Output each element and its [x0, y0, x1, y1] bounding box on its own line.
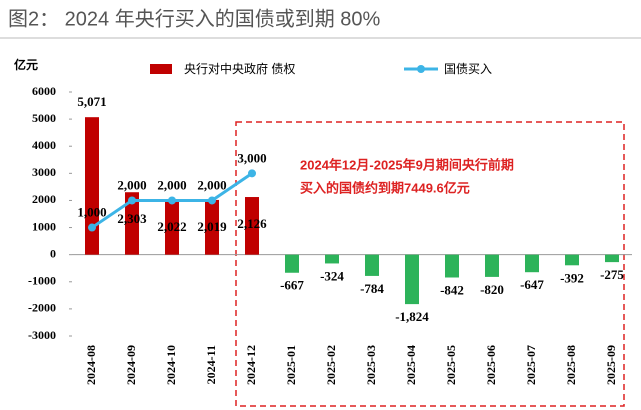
x-tick-label: 2024-11 — [204, 345, 218, 384]
line-point — [128, 196, 136, 205]
legend-label: 央行对中央政府 债权 — [184, 61, 295, 76]
bar — [565, 254, 579, 266]
annotation: 买入的国债约到期7449.6亿元 — [300, 180, 470, 195]
data-label: 2,019 — [197, 219, 227, 234]
y-tick-label: 2000 — [32, 192, 56, 206]
y-tick-label: 4000 — [32, 138, 56, 152]
chart-title: 图2： 2024 年央行买入的国债或到期 80% — [8, 7, 381, 30]
y-axis-label: 亿元 — [14, 57, 38, 72]
legend-swatch — [150, 64, 172, 74]
x-tick-label: 2025-03 — [364, 345, 378, 385]
data-label: 2,022 — [157, 219, 186, 234]
legend-label: 国债买入 — [444, 62, 492, 76]
data-label: -842 — [440, 282, 464, 297]
x-tick-label: 2025-04 — [404, 345, 418, 385]
line-point — [248, 169, 256, 178]
y-tick-label: 1000 — [32, 219, 56, 233]
x-tick-label: 2025-05 — [444, 345, 458, 385]
y-tick-label: -3000 — [28, 328, 56, 342]
bar — [85, 117, 99, 255]
bar — [405, 254, 419, 305]
x-tick-label: 2024-10 — [164, 345, 178, 385]
data-label: 3,000 — [237, 150, 266, 165]
data-label: 1,000 — [77, 205, 106, 220]
data-label: 2,303 — [117, 211, 147, 226]
data-label: -1,824 — [395, 309, 429, 324]
x-tick-label: 2025-08 — [564, 345, 578, 385]
legend-swatch — [417, 65, 425, 73]
bar — [365, 254, 379, 276]
bar — [205, 199, 219, 255]
data-label: -647 — [520, 277, 544, 292]
y-tick-label: 3000 — [32, 165, 56, 179]
bar — [165, 199, 179, 255]
y-tick-label: 0 — [50, 246, 56, 260]
bar — [525, 254, 539, 273]
data-label: -324 — [320, 268, 344, 283]
y-tick-label: -1000 — [28, 274, 56, 288]
line-point — [208, 196, 216, 205]
data-label: 2,126 — [237, 216, 267, 231]
bar — [605, 254, 619, 263]
x-tick-label: 2025-01 — [284, 345, 298, 385]
line-point — [168, 196, 176, 205]
x-tick-label: 2025-09 — [604, 345, 618, 385]
bar — [445, 254, 459, 278]
annotation: 2024年12月-2025年9月期间央行前期 — [300, 157, 514, 172]
x-tick-label: 2025-07 — [524, 345, 538, 385]
bar — [325, 254, 339, 264]
x-tick-label: 2025-06 — [484, 345, 498, 385]
data-label: -275 — [600, 267, 624, 282]
bar — [485, 254, 499, 277]
data-label: -784 — [360, 281, 384, 296]
bar — [125, 192, 139, 255]
x-tick-label: 2024-08 — [84, 345, 98, 385]
data-label: 2,000 — [117, 177, 146, 192]
data-label: -392 — [560, 270, 584, 285]
y-tick-label: -2000 — [28, 301, 56, 315]
data-label: 2,000 — [197, 177, 226, 192]
y-tick-label: 6000 — [32, 84, 56, 98]
line-point — [88, 223, 96, 232]
y-tick-label: 5000 — [32, 111, 56, 125]
bar — [285, 254, 299, 273]
data-label: -667 — [280, 278, 304, 293]
data-label: 2,000 — [157, 177, 186, 192]
data-label: -820 — [480, 282, 504, 297]
bar — [245, 197, 259, 255]
x-tick-label: 2024-09 — [124, 345, 138, 385]
x-tick-label: 2025-02 — [324, 345, 338, 385]
highlight-box — [235, 121, 625, 407]
data-label: 5,071 — [77, 94, 106, 109]
x-tick-label: 2024-12 — [244, 345, 258, 385]
